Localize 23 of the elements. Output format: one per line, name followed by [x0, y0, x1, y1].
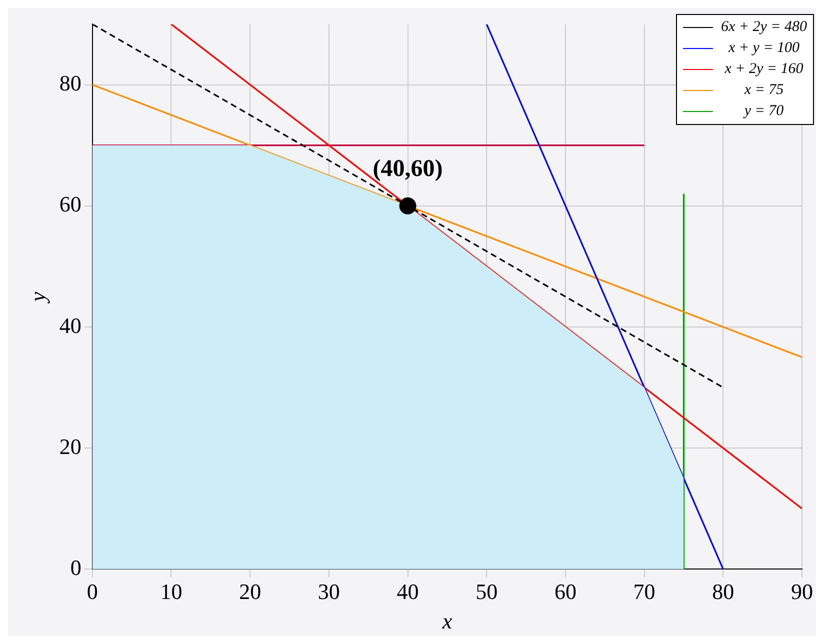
x-tick-label: 90: [791, 579, 813, 604]
x-tick-label: 30: [318, 579, 340, 604]
y-axis-title: y: [24, 292, 50, 304]
annotation: (40,60): [372, 156, 443, 182]
x-tick-label: 50: [476, 579, 498, 604]
legend-label: x = 75: [743, 81, 785, 100]
legend-label: y = 70: [742, 102, 785, 121]
y-tick-label: 0: [70, 554, 82, 580]
x-axis-title: x: [441, 608, 452, 634]
y-tick-label: 40: [59, 312, 82, 338]
legend-label: x + 2y = 160: [724, 60, 804, 79]
y-tick-label: 20: [59, 434, 82, 459]
x-tick-label: 40: [396, 579, 419, 604]
x-tick-label: 60: [554, 579, 576, 604]
x-tick-label: 80: [712, 579, 734, 604]
legend-label: 6x + 2y = 480: [720, 18, 807, 37]
legend-label: x + y = 100: [727, 39, 800, 58]
x-tick-label: 70: [633, 579, 656, 604]
x-tick-label: 0: [86, 579, 98, 604]
x-tick-label: 10: [160, 579, 182, 604]
y-tick-label: 60: [59, 192, 82, 217]
y-tick-label: 80: [59, 70, 82, 96]
x-tick-label: 20: [239, 579, 262, 604]
